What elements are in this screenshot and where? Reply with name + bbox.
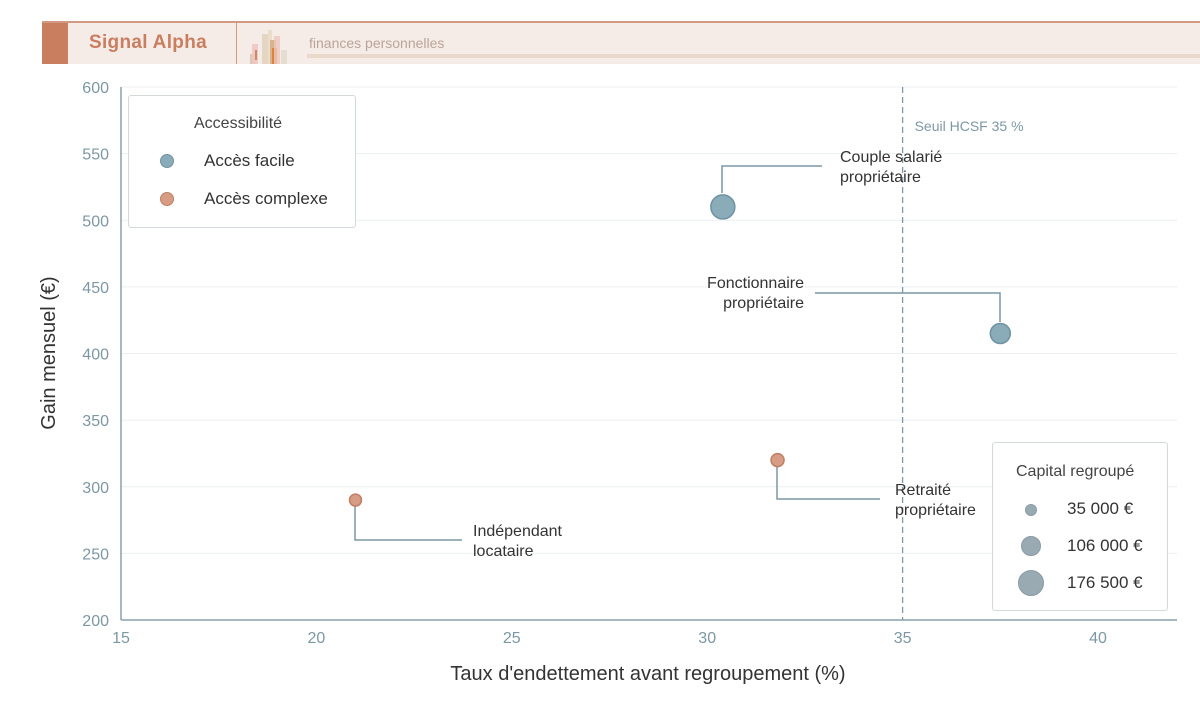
legend-dot-easy	[160, 154, 174, 168]
x-tick-label: 30	[698, 630, 716, 647]
y-axis-title: Gain mensuel (€)	[38, 276, 60, 429]
annotation-label: Retraité	[895, 482, 951, 499]
header-rule	[307, 54, 1200, 58]
annotation-label: locataire	[473, 543, 534, 560]
data-point	[989, 322, 1012, 345]
brand-accent-block	[42, 23, 68, 64]
x-tick-label: 40	[1089, 630, 1107, 647]
annotation-leader	[721, 165, 822, 193]
annotation-label: propriétaire	[723, 295, 804, 312]
y-tick-label: 350	[82, 413, 109, 430]
y-tick-label: 500	[82, 213, 109, 230]
x-tick-label: 20	[308, 630, 326, 647]
y-tick-label: 550	[82, 147, 109, 164]
x-tick-label: 15	[112, 630, 130, 647]
y-tick-label: 400	[82, 347, 109, 364]
legend-size-large	[1018, 570, 1044, 596]
x-tick-label: 35	[894, 630, 912, 647]
data-point	[348, 493, 363, 507]
legend-accessibility: Accessibilité Accès facile Accès complex…	[128, 95, 356, 228]
legend-size-label-medium: 106 000 €	[1067, 536, 1143, 555]
legend-title: Accessibilité	[194, 115, 283, 132]
data-point	[710, 194, 736, 220]
legend-dot-complex	[160, 192, 174, 206]
legend-title: Capital regroupé	[1016, 463, 1135, 480]
legend-item-complex: Accès complexe	[204, 189, 328, 208]
y-tick-label: 250	[82, 546, 109, 563]
annotation-label: propriétaire	[895, 502, 976, 519]
threshold-label: Seuil HCSF 35 %	[915, 118, 1024, 134]
legend-item-easy: Accès facile	[204, 151, 295, 170]
header-divider	[236, 23, 237, 64]
annotation-leader	[354, 506, 462, 541]
x-tick-label: 25	[503, 630, 521, 647]
header-subtitle: finances personnelles	[309, 35, 445, 51]
y-tick-label: 300	[82, 480, 109, 497]
bar-chart-logo-icon	[250, 30, 287, 64]
y-tick-label: 200	[82, 613, 109, 630]
app-header: Signal Alpha finances personnelles	[42, 21, 1200, 64]
annotation-leader	[815, 292, 1001, 322]
data-point	[770, 452, 785, 468]
annotation-leader	[776, 466, 880, 500]
legend-capital: Capital regroupé 35 000 € 106 000 € 176 …	[992, 442, 1168, 611]
annotation-label: Fonctionnaire	[707, 275, 804, 292]
brand-name: Signal Alpha	[89, 32, 207, 53]
legend-size-medium	[1021, 536, 1041, 556]
legend-size-small	[1025, 504, 1037, 516]
annotation-label: Couple salarié	[840, 149, 942, 166]
annotation-label: propriétaire	[840, 169, 921, 186]
x-axis-title: Taux d'endettement avant regroupement (%…	[450, 663, 845, 685]
y-tick-label: 600	[82, 80, 109, 97]
annotation-label: Indépendant	[473, 523, 563, 540]
legend-size-label-large: 176 500 €	[1067, 573, 1143, 592]
legend-size-label-small: 35 000 €	[1067, 499, 1134, 518]
y-tick-label: 450	[82, 280, 109, 297]
